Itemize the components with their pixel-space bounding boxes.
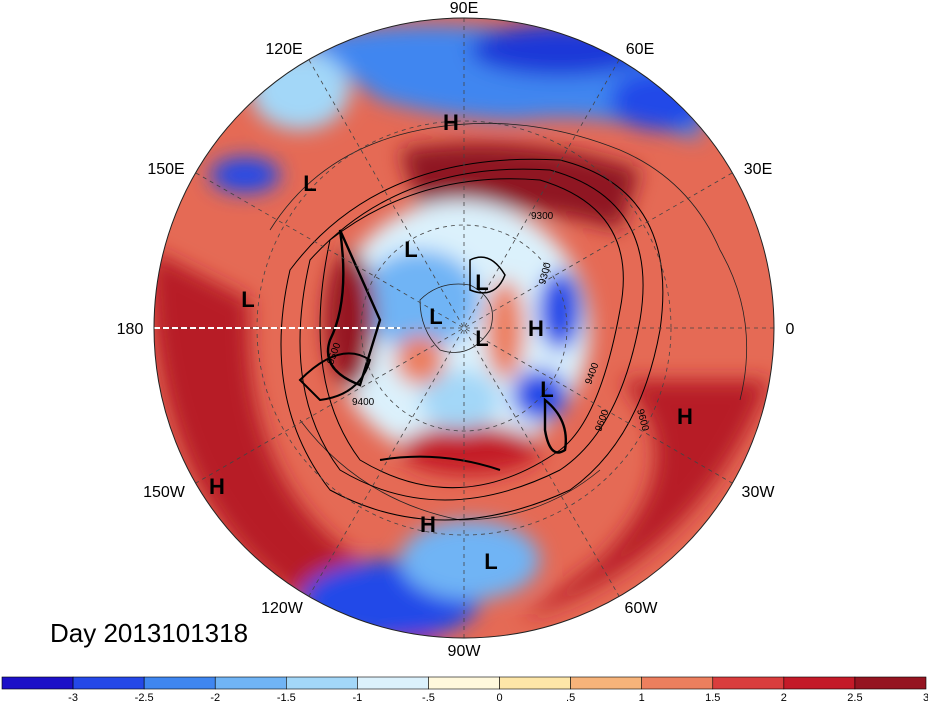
- lon-label: 0: [786, 321, 795, 338]
- colorbar-box: [428, 676, 500, 690]
- colorbar-box: [570, 676, 642, 690]
- lon-label: 120W: [261, 600, 304, 617]
- colorbar-tick-label: 2.5: [847, 692, 862, 702]
- colorbar-tick-label: -1.5: [277, 692, 296, 702]
- colorbar-tick-label: 0: [496, 692, 502, 702]
- pressure-center: L: [540, 377, 553, 402]
- colorbar-box: [214, 676, 287, 690]
- colorbar: -3 -2.5 -2 -1.5 -1 -.5 0 .5 1 1.5 2 2.5 3: [1, 676, 928, 702]
- anomaly-field: [154, 18, 774, 638]
- pressure-center: L: [429, 304, 442, 329]
- pressure-centers: H L L L L L L H L H H H L: [209, 110, 693, 574]
- day-label: Day 2013101318: [50, 618, 249, 648]
- lon-label: 30W: [742, 484, 776, 501]
- pressure-center: L: [475, 270, 488, 295]
- pressure-center: H: [420, 512, 436, 537]
- colorbar-box: [1, 676, 74, 690]
- pressure-center: H: [677, 404, 693, 429]
- lon-label: 150E: [147, 161, 184, 178]
- colorbar-tick-label: 1.5: [705, 692, 720, 702]
- colorbar-box: [286, 676, 358, 690]
- colorbar-tick-label: -2: [210, 692, 220, 702]
- lon-label: 150W: [143, 484, 186, 501]
- pressure-center: L: [484, 549, 497, 574]
- pressure-center: L: [303, 171, 316, 196]
- colorbar-tick-label: -1: [352, 692, 362, 702]
- colorbar-box: [357, 676, 429, 690]
- height-contours: [280, 158, 664, 521]
- contour-label: 9300: [531, 211, 554, 222]
- colorbar-ticks: -3 -2.5 -2 -1.5 -1 -.5 0 .5 1 1.5 2 2.5 3: [68, 692, 928, 702]
- lon-label: 90W: [448, 643, 482, 660]
- lon-label: 30E: [744, 161, 772, 178]
- colorbar-tick-label: -3: [68, 692, 78, 702]
- pressure-center: H: [443, 110, 459, 135]
- colorbar-tick-label: -.5: [422, 692, 435, 702]
- colorbar-box: [712, 676, 785, 690]
- colorbar-box: [783, 676, 856, 690]
- contour-label: 9400: [352, 397, 375, 408]
- colorbar-tick-label: .5: [566, 692, 575, 702]
- colorbar-box: [499, 676, 571, 690]
- colorbar-box: [641, 676, 714, 690]
- pressure-center: L: [475, 326, 488, 351]
- colorbar-tick-label: 2: [781, 692, 787, 702]
- colorbar-box: [72, 676, 145, 690]
- colorbar-tick-label: 3: [923, 692, 928, 702]
- pressure-center: L: [404, 237, 417, 262]
- colorbar-box: [854, 676, 927, 690]
- lon-label: 180: [117, 321, 144, 338]
- lon-label: 60E: [626, 41, 654, 58]
- colorbar-boxes: [1, 676, 927, 690]
- longitude-labels: 90E 60E 30E 0 30W 60W 90W 120W 150W 180 …: [117, 0, 795, 660]
- pressure-center: H: [528, 316, 544, 341]
- map-border: [153, 17, 775, 639]
- pressure-center: H: [209, 474, 225, 499]
- colorbar-tick-label: -2.5: [135, 692, 154, 702]
- lon-label: 60W: [625, 600, 659, 617]
- colorbar-tick-label: 1: [639, 692, 645, 702]
- pressure-center: L: [241, 287, 254, 312]
- lon-label: 90E: [450, 0, 478, 17]
- colorbar-box: [143, 676, 216, 690]
- lon-label: 120E: [265, 41, 302, 58]
